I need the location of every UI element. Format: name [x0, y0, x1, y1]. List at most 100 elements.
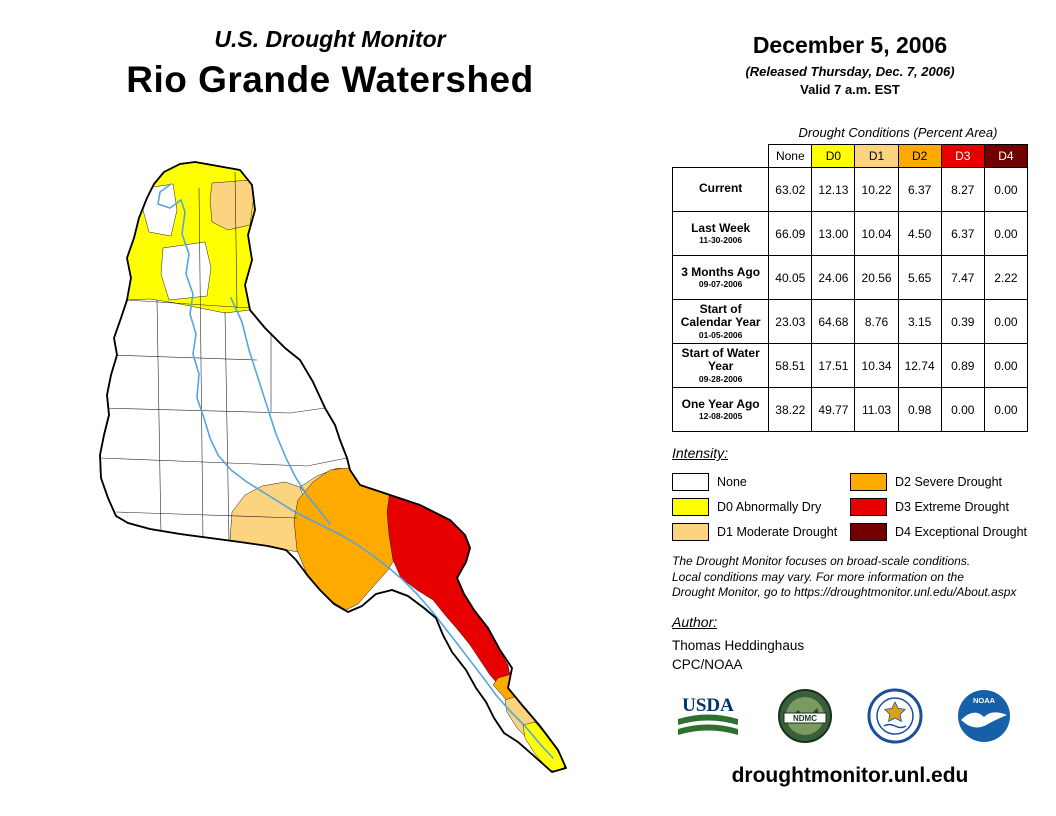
table-row: One Year Ago 12-08-2005 38.22 49.77 11.0…: [671, 387, 1029, 432]
table-row: Current 63.02 12.13 10.22 6.37 8.27 0.00: [671, 167, 1029, 212]
table-row: Last Week 11-30-2006 66.09 13.00 10.04 4…: [671, 211, 1029, 256]
row-label: 3 Months Ago 09-07-2006: [671, 255, 770, 300]
disclaimer-text: The Drought Monitor focuses on broad-sca…: [672, 554, 1017, 600]
noaa-seabird: [960, 712, 1007, 728]
valid-time: Valid 7 a.m. EST: [800, 82, 900, 97]
table-cell: 10.34: [854, 343, 899, 388]
col-header-d4: D4: [983, 144, 1029, 168]
watershed-outline: [99, 161, 567, 773]
monitor-title: U.S. Drought Monitor: [214, 26, 446, 52]
legend-grid: None D0 Abnormally Dry D1 Moderate Droug…: [672, 469, 1042, 544]
author-block: Author: Thomas Heddinghaus CPC/NOAA: [672, 614, 804, 672]
row-label: Start of Calendar Year 01-05-2006: [671, 299, 770, 344]
table-cell: 5.65: [897, 255, 942, 300]
drought-map: [99, 161, 568, 773]
table-cell: 20.56: [854, 255, 899, 300]
table-row: Start of Water Year 09-28-2006 58.51 17.…: [671, 343, 1029, 388]
county-lines: [100, 171, 348, 541]
table-header-row: None D0 D1 D2 D3 D4: [673, 144, 1029, 168]
table-cell: 10.04: [854, 211, 899, 256]
table-cell: 2.22: [983, 255, 1029, 300]
usda-logo: USDA: [678, 695, 738, 735]
table-cell: 8.27: [940, 167, 985, 212]
col-header-d0: D0: [811, 144, 856, 168]
table-cell: 3.15: [897, 299, 942, 344]
table-cell: 0.39: [940, 299, 985, 344]
table-cell: 6.37: [897, 167, 942, 212]
ndmc-banner: [783, 712, 827, 724]
commerce-waves: [883, 723, 907, 729]
commerce-logo: [867, 688, 923, 744]
row-label: One Year Ago 12-08-2005: [671, 387, 770, 432]
table-cell: 8.76: [854, 299, 899, 344]
table-cell: 0.00: [983, 343, 1029, 388]
table-cell: 0.98: [897, 387, 942, 432]
map-region-d1-north-patch: [209, 179, 255, 231]
title-block: U.S. Drought Monitor Rio Grande Watershe…: [90, 26, 570, 101]
row-label: Start of Water Year 09-28-2006: [671, 343, 770, 388]
ndmc-logo-text: NDMC: [793, 714, 817, 723]
swatch-d0: [672, 497, 709, 516]
table-cell: 11.03: [854, 387, 899, 432]
table-cell: 0.00: [983, 387, 1029, 432]
table-cell: 6.37: [940, 211, 985, 256]
rio-grande-river: [157, 183, 554, 759]
table-cell: 23.03: [768, 299, 813, 344]
intensity-legend: Intensity: None D0 Abnormally Dry D1 Mod…: [672, 445, 1042, 544]
table-cell: 0.00: [983, 211, 1029, 256]
swatch-d3: [850, 497, 887, 516]
pecos-river: [230, 297, 331, 525]
commerce-eagle: [883, 701, 906, 723]
table-cell: 7.47: [940, 255, 985, 300]
usda-logo-text: USDA: [682, 695, 734, 716]
table-corner: [673, 145, 769, 168]
table-cell: 12.13: [811, 167, 856, 212]
row-label: Current: [671, 167, 770, 212]
map-container: [85, 150, 585, 795]
table-row: Start of Calendar Year 01-05-2006 23.03 …: [671, 299, 1029, 344]
legend-title: Intensity:: [672, 445, 729, 461]
noaa-logo-text: NOAA: [973, 696, 996, 705]
table-cell: 0.00: [983, 167, 1029, 212]
table-cell: 66.09: [768, 211, 813, 256]
col-header-none: None: [768, 144, 813, 168]
conditions-table-block: Drought Conditions (Percent Area) None D…: [671, 125, 1029, 432]
agency-logos: USDA NDMC NOAA: [672, 688, 1012, 744]
footer-url: droughtmonitor.unl.edu: [731, 764, 969, 787]
released-date: (Released Thursday, Dec. 7, 2006): [745, 64, 955, 79]
date-block: December 5, 2006 (Released Thursday, Dec…: [690, 32, 1010, 97]
author-name: Thomas Heddinghaus: [672, 638, 805, 653]
table-cell: 10.22: [854, 167, 899, 212]
legend-item-d2: D2 Severe Drought: [850, 469, 1042, 494]
table-cell: 40.05: [768, 255, 813, 300]
legend-item-d3: D3 Extreme Drought: [850, 494, 1042, 519]
row-label: Last Week 11-30-2006: [671, 211, 770, 256]
legend-item-none: None: [672, 469, 850, 494]
table-cell: 17.51: [811, 343, 856, 388]
legend-item-d1: D1 Moderate Drought: [672, 519, 850, 544]
table-cell: 4.50: [897, 211, 942, 256]
table-cell: 13.00: [811, 211, 856, 256]
col-header-d2: D2: [897, 144, 942, 168]
noaa-logo: NOAA: [957, 690, 1010, 742]
swatch-d1: [672, 522, 709, 541]
col-header-d1: D1: [854, 144, 899, 168]
table-cell: 38.22: [768, 387, 813, 432]
region-title: Rio Grande Watershed: [126, 59, 534, 100]
col-header-d3: D3: [940, 144, 985, 168]
table-cell: 0.00: [940, 387, 985, 432]
ndmc-logo: NDMC: [778, 689, 833, 743]
usda-swoosh-lower: [678, 724, 738, 735]
swatch-d4: [850, 522, 887, 541]
legend-item-d4: D4 Exceptional Drought: [850, 519, 1042, 544]
swatch-d2: [850, 472, 887, 491]
table-cell: 63.02: [768, 167, 813, 212]
conditions-table: None D0 D1 D2 D3 D4 Current 63.02 12.13 …: [671, 144, 1029, 432]
author-org: CPC/NOAA: [672, 657, 743, 672]
author-heading: Author:: [672, 614, 718, 630]
table-cell: 64.68: [811, 299, 856, 344]
swatch-none: [672, 472, 709, 491]
table-cell: 0.89: [940, 343, 985, 388]
report-date: December 5, 2006: [752, 32, 948, 58]
